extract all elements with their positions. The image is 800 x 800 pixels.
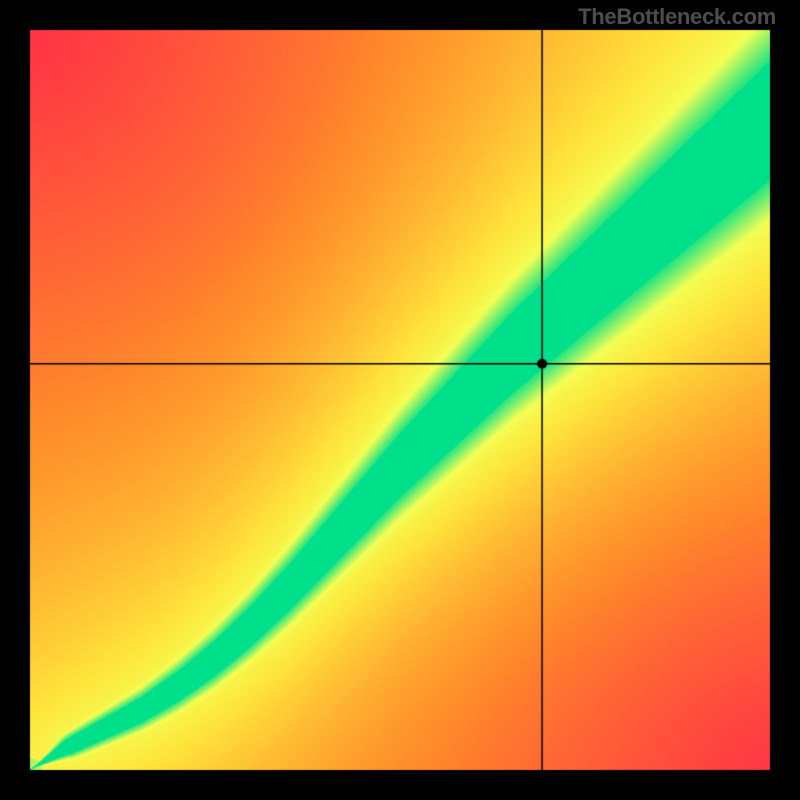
attribution-label: TheBottleneck.com <box>578 4 776 30</box>
chart-container: TheBottleneck.com <box>0 0 800 800</box>
bottleneck-heatmap <box>0 0 800 800</box>
